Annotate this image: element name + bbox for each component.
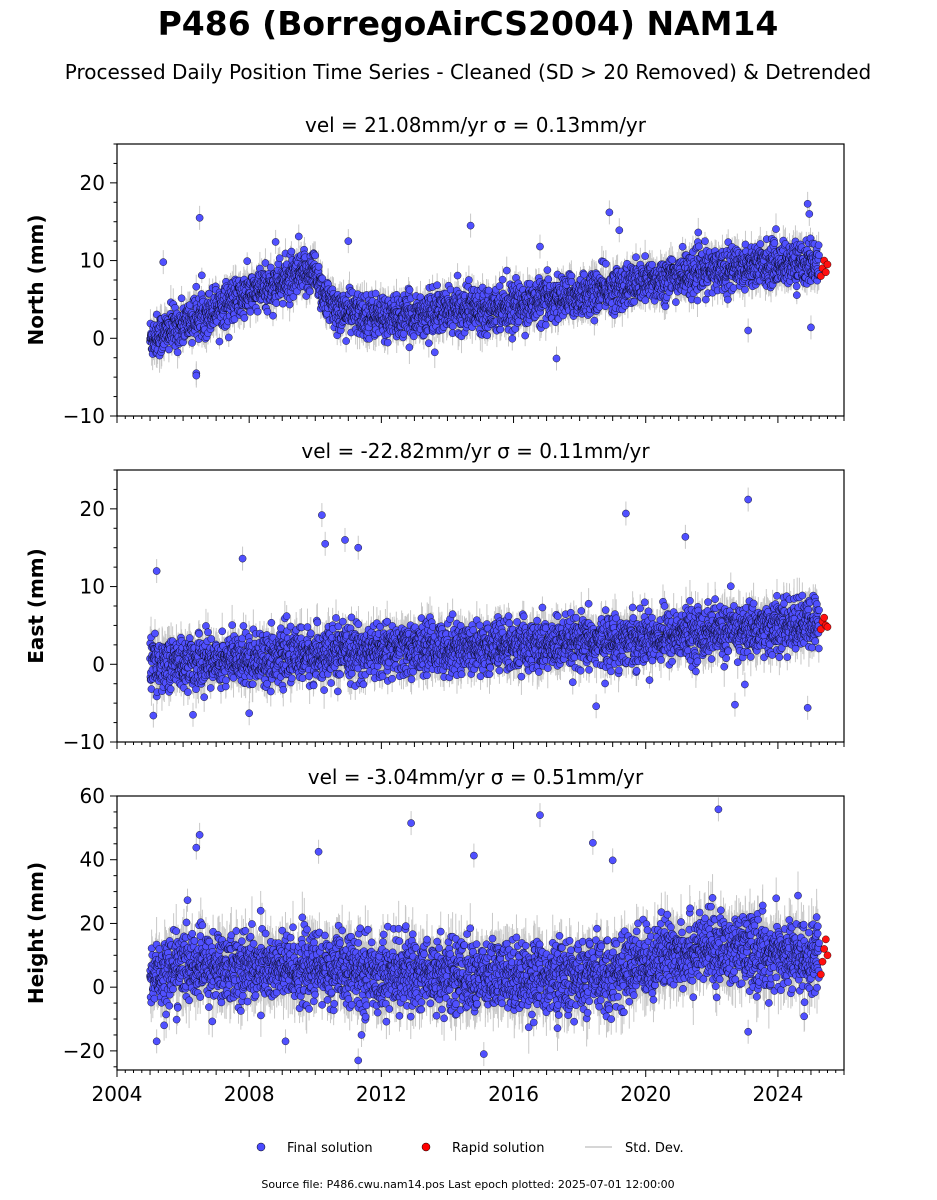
final-point [173, 348, 182, 357]
final-point [240, 314, 249, 322]
final-point [409, 332, 418, 341]
final-point [192, 282, 201, 291]
final-point [243, 257, 251, 265]
final-point [230, 315, 239, 324]
plot-area [146, 191, 832, 388]
final-point [261, 259, 270, 267]
final-point [275, 254, 284, 263]
final-point [272, 299, 281, 307]
final-point [253, 307, 262, 316]
final-point [449, 322, 457, 331]
final-point [165, 345, 173, 354]
final-point [224, 333, 233, 342]
final-point [318, 274, 327, 283]
final-point [279, 299, 287, 308]
final-point [306, 287, 314, 296]
final-point [311, 251, 320, 260]
final-point [433, 281, 441, 289]
final-point [383, 338, 392, 347]
final-point [314, 262, 323, 271]
final-point [289, 293, 298, 301]
final-point [205, 289, 214, 298]
final-point [342, 337, 350, 345]
final-point [405, 343, 414, 352]
final-point [430, 348, 439, 357]
final-point [215, 337, 224, 346]
final-point [371, 289, 380, 298]
final-point [177, 294, 186, 303]
final-point [266, 263, 275, 272]
final-point [188, 339, 196, 347]
final-point [263, 307, 272, 316]
final-point [269, 311, 277, 320]
final-point [453, 271, 462, 280]
final-point [405, 286, 414, 294]
final-point [287, 247, 296, 256]
figure-title: P486 (BorregoAirCS2004) NAM14 [158, 4, 779, 43]
figure-subtitle: Processed Daily Position Time Series - C… [65, 60, 871, 84]
final-points [146, 200, 823, 380]
final-point [399, 330, 408, 338]
final-point [197, 271, 206, 280]
final-point [425, 339, 433, 348]
